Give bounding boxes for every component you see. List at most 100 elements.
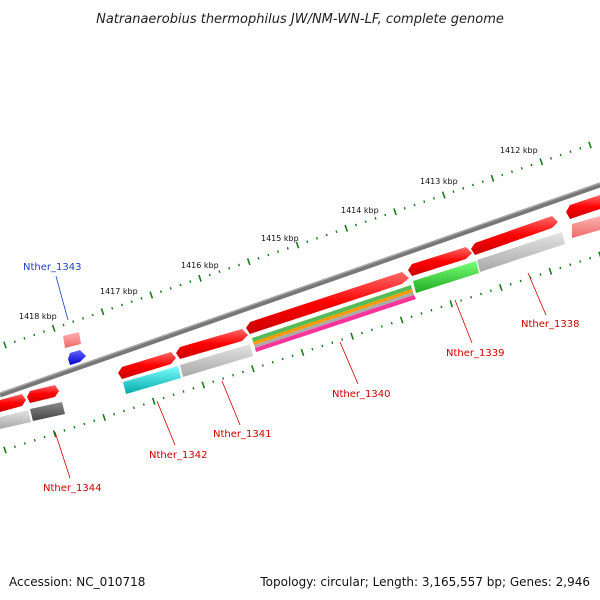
gene-label-1341[interactable]: Nther_1341 [213,429,271,440]
outer-scale-tick [441,191,446,199]
outer-scale-tick [510,170,514,174]
leader-1340 [339,341,359,385]
outer-scale-tick [130,300,133,304]
outer-scale-tick [218,270,221,274]
inner-scale-tick [449,300,454,308]
inner-scale-tick [479,292,483,296]
leader-1341 [221,380,241,426]
leader-1344 [54,431,71,479]
outer-scale-tick [354,223,358,227]
outer-scale-tick [462,186,465,190]
outer-scale-tick [481,180,484,184]
outer-scale-tick [228,266,231,270]
gene-arrow-1342[interactable] [118,352,176,379]
gene-arrow-1345[interactable] [0,394,26,412]
inner-scale-tick [598,251,600,258]
cog-bar-1339 [413,261,479,293]
outer-scale-tick [62,323,65,327]
outer-scale-tick [237,263,241,267]
outer-scale-tick [569,150,572,154]
gene-arrow-1340[interactable] [246,272,409,334]
inner-scale-tick [498,283,503,292]
genome-backbone [0,182,600,398]
inner-scale-tick [172,393,175,397]
outer-scale-tick [179,283,182,287]
inner-scale-tick [380,325,383,328]
inner-scale-tick [331,341,334,345]
scale-label-1415: 1415 kbp [261,234,299,243]
gene-arrow-1341[interactable] [176,329,248,359]
inner-scale-tick [63,429,66,432]
inner-scale-tick [470,295,473,299]
inner-scale-tick [251,365,255,373]
cog-bar-1338 [477,232,565,272]
inner-scale-tick [489,289,492,293]
inner-scale-tick [300,348,305,357]
scale-label-1417: 1417 kbp [100,287,138,296]
gene-label-1343[interactable]: Nther_1343 [23,262,81,273]
outer-scale-tick [559,153,562,157]
inner-scale-tick [113,412,116,416]
inner-scale-tick [122,409,126,413]
outer-scale-tick [149,291,154,299]
gene-arrow-1337[interactable] [566,195,600,219]
cog-bar-1340-pink [255,295,416,352]
outer-scale-tick [490,174,495,182]
inner-scale-tick [281,357,284,361]
gene-arrow-1344[interactable] [27,385,59,403]
cog-track [0,216,600,429]
gene-arrow-1338[interactable] [471,216,558,255]
outer-scale-tick [549,156,553,160]
outer-scale-tick [257,256,260,260]
inner-scale-tick [440,305,443,309]
outer-scale-tick [306,240,309,244]
gene-1343-blue-arrow[interactable] [68,350,86,365]
inner-scale-tick [370,328,373,332]
inner-scale-tick [261,364,264,367]
outer-scale-tick [276,250,280,254]
inner-scale-tick [460,299,463,302]
outer-scale-tick [111,306,114,310]
inner-scale-tick [142,403,145,406]
outer-scale-ticks [3,141,592,349]
inner-scale-tick [410,315,413,319]
gene-label-1338[interactable]: Nther_1338 [521,319,579,330]
map-title: Natranaerobius thermophilus JW/NM-WN-LF,… [96,12,504,27]
outer-scale-tick [403,206,406,210]
outer-scale-tick [471,183,475,187]
inner-scale-tick [102,413,107,422]
cog-bar-1340-orange [253,289,413,345]
inner-scale-tick [291,354,294,358]
inner-scale-tick [579,260,582,263]
gene-arrow-1339[interactable] [408,247,472,276]
leader-lines [54,272,547,479]
inner-scale-tick [162,396,165,400]
gene-label-1342[interactable]: Nther_1342 [149,450,207,461]
inner-scale-tick [182,390,185,393]
outer-scale-tick [588,141,592,149]
inner-scale-tick [23,442,26,445]
inner-scale-tick [420,312,423,315]
inner-scale-tick [232,373,235,377]
outer-scale-tick [384,213,387,217]
inner-scale-tick [399,316,404,324]
scale-label-1414: 1414 kbp [341,206,379,215]
outer-scale-tick [335,230,338,234]
gene-label-1339[interactable]: Nther_1339 [446,348,504,359]
outer-scale-tick [140,296,143,300]
inner-scale-tick [73,425,76,429]
outer-scale-tick [579,146,582,150]
inner-scale-tick [52,430,57,438]
gene-label-1340[interactable]: Nther_1340 [332,389,390,400]
inner-scale-tick [311,347,314,351]
inner-scale-tick [539,273,542,276]
gene-1343-pink-block[interactable] [63,332,81,348]
gene-label-1344[interactable]: Nther_1344 [43,483,101,494]
inner-scale-tick [192,386,195,390]
outer-scale-tick [120,303,124,307]
scale-labels: 1412 kbp 1413 kbp 1414 kbp 1415 kbp 1416… [19,146,538,321]
leader-1342 [156,400,176,446]
inner-scale-tick [13,445,16,449]
inner-scale-tick [350,332,354,340]
